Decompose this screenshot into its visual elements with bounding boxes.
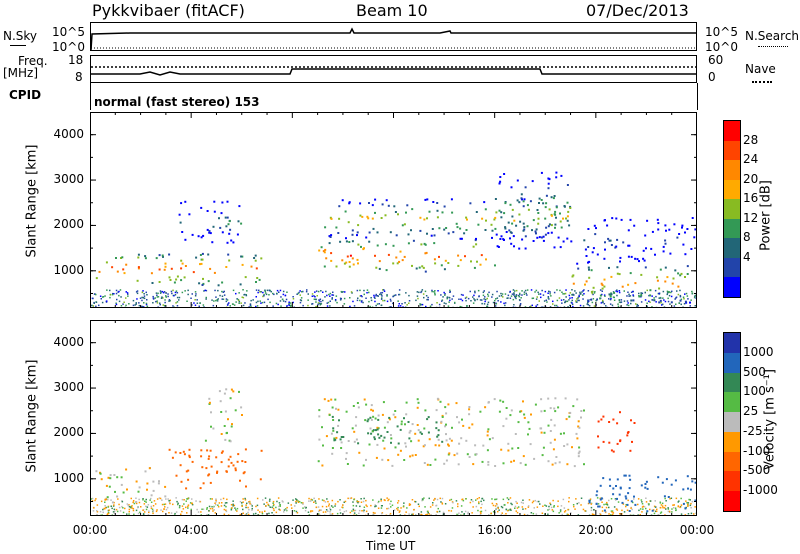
- x-tick-label: 00:00: [679, 523, 715, 537]
- nsky-tick-top: 10^5: [52, 25, 85, 39]
- colorbar-swatch: [724, 218, 740, 239]
- freq-tick-bottom: 8: [75, 70, 83, 84]
- nsky-plot: [90, 22, 697, 51]
- beam-title: Beam 10: [356, 1, 428, 20]
- velocity-ylabel: Slant Range [km]: [24, 359, 40, 473]
- nsearch-tick-top: 10^5: [705, 25, 738, 39]
- nsearch-tick-bottom: 10^0: [705, 40, 738, 54]
- nsky-label: N.Sky: [3, 29, 38, 43]
- colorbar-tick-label: -25: [743, 423, 763, 438]
- nsearch-label: N.Search: [745, 29, 800, 43]
- colorbar-swatch: [724, 257, 740, 278]
- velocity-plot: [90, 320, 697, 516]
- power-scatter: [90, 171, 697, 308]
- y-tick-label: 4000: [53, 334, 84, 349]
- colorbar-tick-label: -1000: [743, 483, 778, 498]
- velocity-scatter: [90, 388, 697, 516]
- colorbar-tick-label: 28: [743, 132, 759, 147]
- colorbar-swatch: [724, 179, 740, 200]
- colorbar-tick-label: 4: [743, 249, 751, 264]
- date-title: 07/Dec/2013: [586, 1, 689, 20]
- colorbar-tick-label: 16: [743, 191, 759, 206]
- y-tick-label: 3000: [53, 172, 84, 187]
- colorbar-tick-label: 24: [743, 152, 759, 167]
- colorbar-swatch: [724, 199, 740, 220]
- y-tick-label: 2000: [53, 217, 84, 232]
- power-colorbar: [723, 120, 741, 298]
- colorbar-swatch: [724, 140, 740, 161]
- cpid-value: normal (fast stereo) 153: [94, 95, 260, 109]
- y-tick-label: 1000: [53, 470, 84, 485]
- colorbar-swatch: [724, 412, 740, 433]
- colorbar-tick-label: 1000: [743, 344, 774, 359]
- power-ylabel: Slant Range [km]: [24, 144, 40, 258]
- nsky-legend-line: [10, 45, 26, 46]
- plot-frame: [90, 112, 697, 308]
- colorbar-swatch: [724, 277, 740, 298]
- nave-label: Nave: [745, 62, 776, 76]
- station-title: Pykkvibaer (fitACF): [92, 1, 245, 20]
- nsearch-legend-line: [758, 46, 788, 47]
- velocity-colorbar: [723, 332, 741, 512]
- colorbar-swatch: [724, 451, 740, 472]
- cpid-panel: [90, 83, 698, 110]
- colorbar-tick-label: 8: [743, 230, 751, 245]
- colorbar-tick-label: -100: [743, 443, 771, 458]
- plot-frame: [90, 320, 697, 516]
- colorbar-swatch: [724, 121, 740, 142]
- y-tick-label: 4000: [53, 126, 84, 141]
- freq-plot: [90, 55, 697, 83]
- colorbar-swatch: [724, 238, 740, 259]
- nave-tick-top: 60: [708, 53, 724, 67]
- colorbar-tick-label: 25: [743, 404, 759, 419]
- velocity-colorbar-label: Velocity [m s⁻¹]: [762, 369, 778, 470]
- freq-label-2: [MHz]: [3, 66, 39, 80]
- colorbar-swatch: [724, 471, 740, 492]
- freq-tick-top: 18: [68, 53, 84, 67]
- colorbar-swatch: [724, 352, 740, 374]
- colorbar-swatch: [724, 491, 740, 512]
- colorbar-swatch: [724, 160, 740, 181]
- nave-legend-line: [752, 81, 772, 83]
- colorbar-tick-label: -500: [743, 463, 771, 478]
- colorbar-swatch: [724, 431, 740, 453]
- colorbar-tick-label: 20: [743, 171, 759, 186]
- x-tick-label: 00:00: [72, 523, 108, 537]
- cpid-label: CPID: [9, 88, 42, 102]
- power-plot: [90, 112, 697, 308]
- x-tick-label: 20:00: [578, 523, 614, 537]
- y-tick-label: 2000: [53, 425, 84, 440]
- x-tick-label: 04:00: [173, 523, 209, 537]
- x-tick-label: 12:00: [376, 523, 411, 537]
- colorbar-tick-label: 500: [743, 364, 766, 379]
- freq-label-1: Freq.: [18, 54, 48, 68]
- colorbar-tick-label: 100: [743, 384, 766, 399]
- nsky-tick-bottom: 10^0: [52, 40, 85, 54]
- y-tick-label: 1000: [53, 262, 84, 277]
- power-colorbar-label: Power [dB]: [758, 180, 774, 251]
- colorbar-swatch: [724, 333, 740, 354]
- colorbar-swatch: [724, 392, 740, 413]
- x-tick-label: 16:00: [477, 523, 512, 537]
- colorbar-tick-label: 12: [743, 210, 759, 225]
- colorbar-swatch: [724, 372, 740, 393]
- time-axis-label: Time UT: [366, 539, 416, 553]
- y-tick-label: 3000: [53, 380, 84, 395]
- x-tick-label: 08:00: [275, 523, 310, 537]
- nave-tick-bottom: 0: [708, 70, 716, 84]
